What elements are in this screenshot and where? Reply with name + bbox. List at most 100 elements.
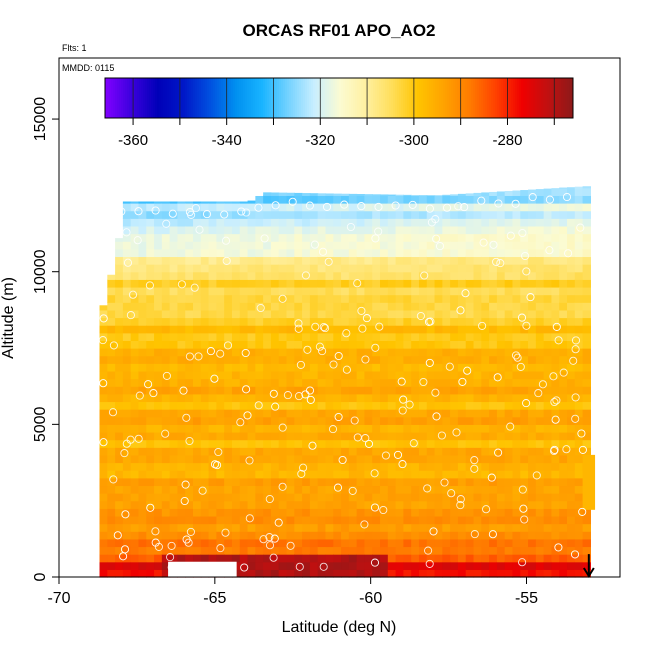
heatmap-cell <box>302 515 311 525</box>
heatmap-cell <box>263 279 272 288</box>
heatmap-cell <box>216 393 225 403</box>
heatmap-cell <box>348 515 358 525</box>
heatmap-cell <box>263 424 272 433</box>
heatmap-cell <box>200 201 210 204</box>
heatmap-cell <box>426 393 436 403</box>
heatmap-cell <box>169 416 179 425</box>
heatmap-cell <box>411 363 420 372</box>
heatmap-cell <box>270 493 280 502</box>
heatmap-cell <box>302 431 311 441</box>
heatmap-cell <box>333 439 342 448</box>
heatmap-cell <box>294 309 303 319</box>
colorbar-segment <box>403 78 406 118</box>
heatmap-cell <box>130 241 140 250</box>
colorbar-segment <box>363 78 366 118</box>
heatmap-cell <box>520 248 529 258</box>
heatmap-cell <box>169 233 179 242</box>
heatmap-cell <box>177 256 186 265</box>
colorbar-segment <box>419 78 422 118</box>
heatmap-cell <box>130 302 140 311</box>
colorbar-segment <box>135 78 138 118</box>
heatmap-cell <box>567 546 576 555</box>
heatmap-cell <box>496 325 506 334</box>
colorbar-segment <box>249 78 252 118</box>
heatmap-cell <box>551 195 560 204</box>
heatmap-cell <box>216 409 225 418</box>
heatmap-cell <box>200 370 210 380</box>
colorbar-segment <box>213 78 216 118</box>
heatmap-cell <box>278 210 288 219</box>
heatmap-cell <box>193 538 202 548</box>
heatmap-cell <box>457 355 467 364</box>
heatmap-cell <box>512 416 521 425</box>
heatmap-cell <box>333 470 342 479</box>
heatmap-cell <box>411 325 420 334</box>
heatmap-cell <box>341 447 350 456</box>
heatmap-cell <box>208 515 217 525</box>
heatmap-cell <box>348 538 358 548</box>
heatmap-cell <box>333 462 342 471</box>
heatmap-cell <box>263 561 272 570</box>
heatmap-cell <box>208 393 217 403</box>
heatmap-cell <box>177 477 186 487</box>
heatmap-cell <box>270 355 280 364</box>
heatmap-cell <box>567 233 576 242</box>
heatmap-cell <box>457 195 467 204</box>
heatmap-cell <box>426 416 436 425</box>
heatmap-cell <box>193 485 202 494</box>
heatmap-cell <box>278 279 288 288</box>
observation-point <box>463 366 472 375</box>
heatmap-cell <box>418 531 428 540</box>
heatmap-cell <box>411 424 420 433</box>
heatmap-cell <box>193 554 202 563</box>
heatmap-cell <box>208 201 217 204</box>
heatmap-cell <box>489 279 498 288</box>
heatmap-cell <box>411 264 420 273</box>
heatmap-cell <box>465 569 475 578</box>
heatmap-cell <box>380 332 389 341</box>
heatmap-cell <box>403 210 412 219</box>
heatmap-cell <box>512 569 521 578</box>
colorbar-segment <box>513 78 516 118</box>
colorbar-segment <box>227 78 230 118</box>
heatmap-cell <box>411 409 420 418</box>
heatmap-cell <box>567 355 576 364</box>
heatmap-cell <box>551 225 560 235</box>
heatmap-cell <box>107 317 116 326</box>
heatmap-cell <box>239 508 249 517</box>
heatmap-cell <box>574 454 584 464</box>
heatmap-cell <box>418 302 428 311</box>
heatmap-cell <box>122 233 132 242</box>
heatmap-cell <box>130 569 140 578</box>
heatmap-cell <box>115 493 124 502</box>
heatmap-cell <box>403 508 412 517</box>
heatmap-cell <box>200 462 210 471</box>
heatmap-cell <box>559 393 568 403</box>
heatmap-cell <box>567 302 576 311</box>
heatmap-cell <box>442 286 451 296</box>
colorbar-segment <box>305 78 308 118</box>
heatmap-cell <box>317 470 327 479</box>
heatmap-cell <box>309 424 319 433</box>
heatmap-cell <box>286 500 295 509</box>
heatmap-cell <box>185 248 194 258</box>
heatmap-cell <box>465 409 475 418</box>
observation-point <box>162 371 171 380</box>
heatmap-cell <box>239 447 249 456</box>
heatmap-cell <box>161 538 171 548</box>
observation-point <box>245 514 254 523</box>
heatmap-cell <box>333 401 342 410</box>
heatmap-cell <box>465 561 475 570</box>
heatmap-cell <box>465 355 475 364</box>
heatmap-cell <box>450 447 459 456</box>
heatmap-cell <box>348 531 358 540</box>
heatmap-cell <box>309 515 319 525</box>
heatmap-cell <box>231 554 241 563</box>
heatmap-cell <box>200 424 210 433</box>
heatmap-cell <box>582 546 591 555</box>
colorbar-segment <box>533 78 536 118</box>
heatmap-cell <box>247 546 256 555</box>
heatmap-cell <box>403 439 412 448</box>
heatmap-cell <box>356 378 366 387</box>
heatmap-cell <box>403 401 412 410</box>
